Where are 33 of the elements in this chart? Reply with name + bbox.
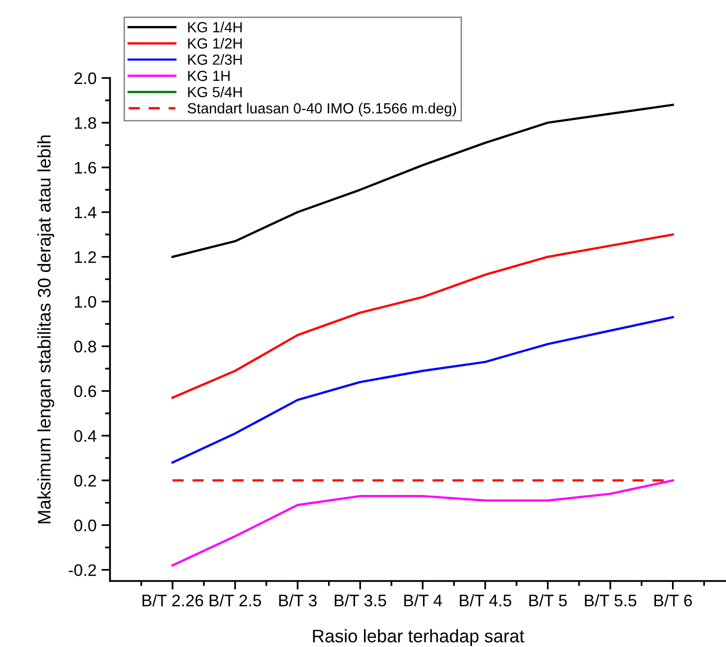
x-tick-label: B/T 4 <box>404 594 442 606</box>
y-tick-label: 1.6 <box>74 162 96 174</box>
y-tick-label: -0.2 <box>68 564 96 576</box>
x-tick-label: B/T 2.26 <box>142 594 204 606</box>
y-tick-label: 0.2 <box>74 474 96 487</box>
x-tick-label: B/T 5.5 <box>584 594 636 606</box>
legend-label: KG 1H <box>188 70 230 82</box>
y-axis-title: Maksimum lengan stabilitas 30 derajat atau lebih <box>37 135 54 524</box>
x-tick-label: B/T 3 <box>279 594 317 606</box>
legend-label: KG 1/2H <box>188 38 242 49</box>
y-tick-label: 0.4 <box>74 430 96 442</box>
x-tick-label: B/T 3.5 <box>334 594 386 606</box>
x-tick-label: B/T 2.5 <box>210 594 262 606</box>
x-tick-label: B/T 5 <box>529 594 567 606</box>
line-series <box>171 104 674 258</box>
y-tick-label: 1.4 <box>74 206 96 218</box>
y-tick-label: 0.8 <box>74 340 96 352</box>
y-tick-label: 1.0 <box>74 296 96 308</box>
y-tick-label: 1.2 <box>74 251 96 263</box>
y-tick-label: 2.0 <box>74 72 96 84</box>
legend-label: Standart luasan 0-40 IMO (5.1566 m.deg) <box>188 102 456 116</box>
x-tick-label: B/T 6 <box>654 594 692 606</box>
x-axis-title: Rasio lebar terhadap sarat <box>313 629 524 646</box>
y-tick-label: 1.8 <box>74 117 96 129</box>
legend-label: KG 2/3H <box>188 54 242 65</box>
line-series <box>171 316 674 464</box>
y-tick-label: 0.0 <box>74 520 96 532</box>
y-tick-label: 0.6 <box>74 385 96 398</box>
line-series <box>171 479 674 566</box>
legend-label: KG 1/4H <box>188 22 242 32</box>
x-tick-label: B/T 4.5 <box>460 594 512 606</box>
legend-label: KG 5/4H <box>188 86 242 98</box>
line-series <box>171 233 674 399</box>
